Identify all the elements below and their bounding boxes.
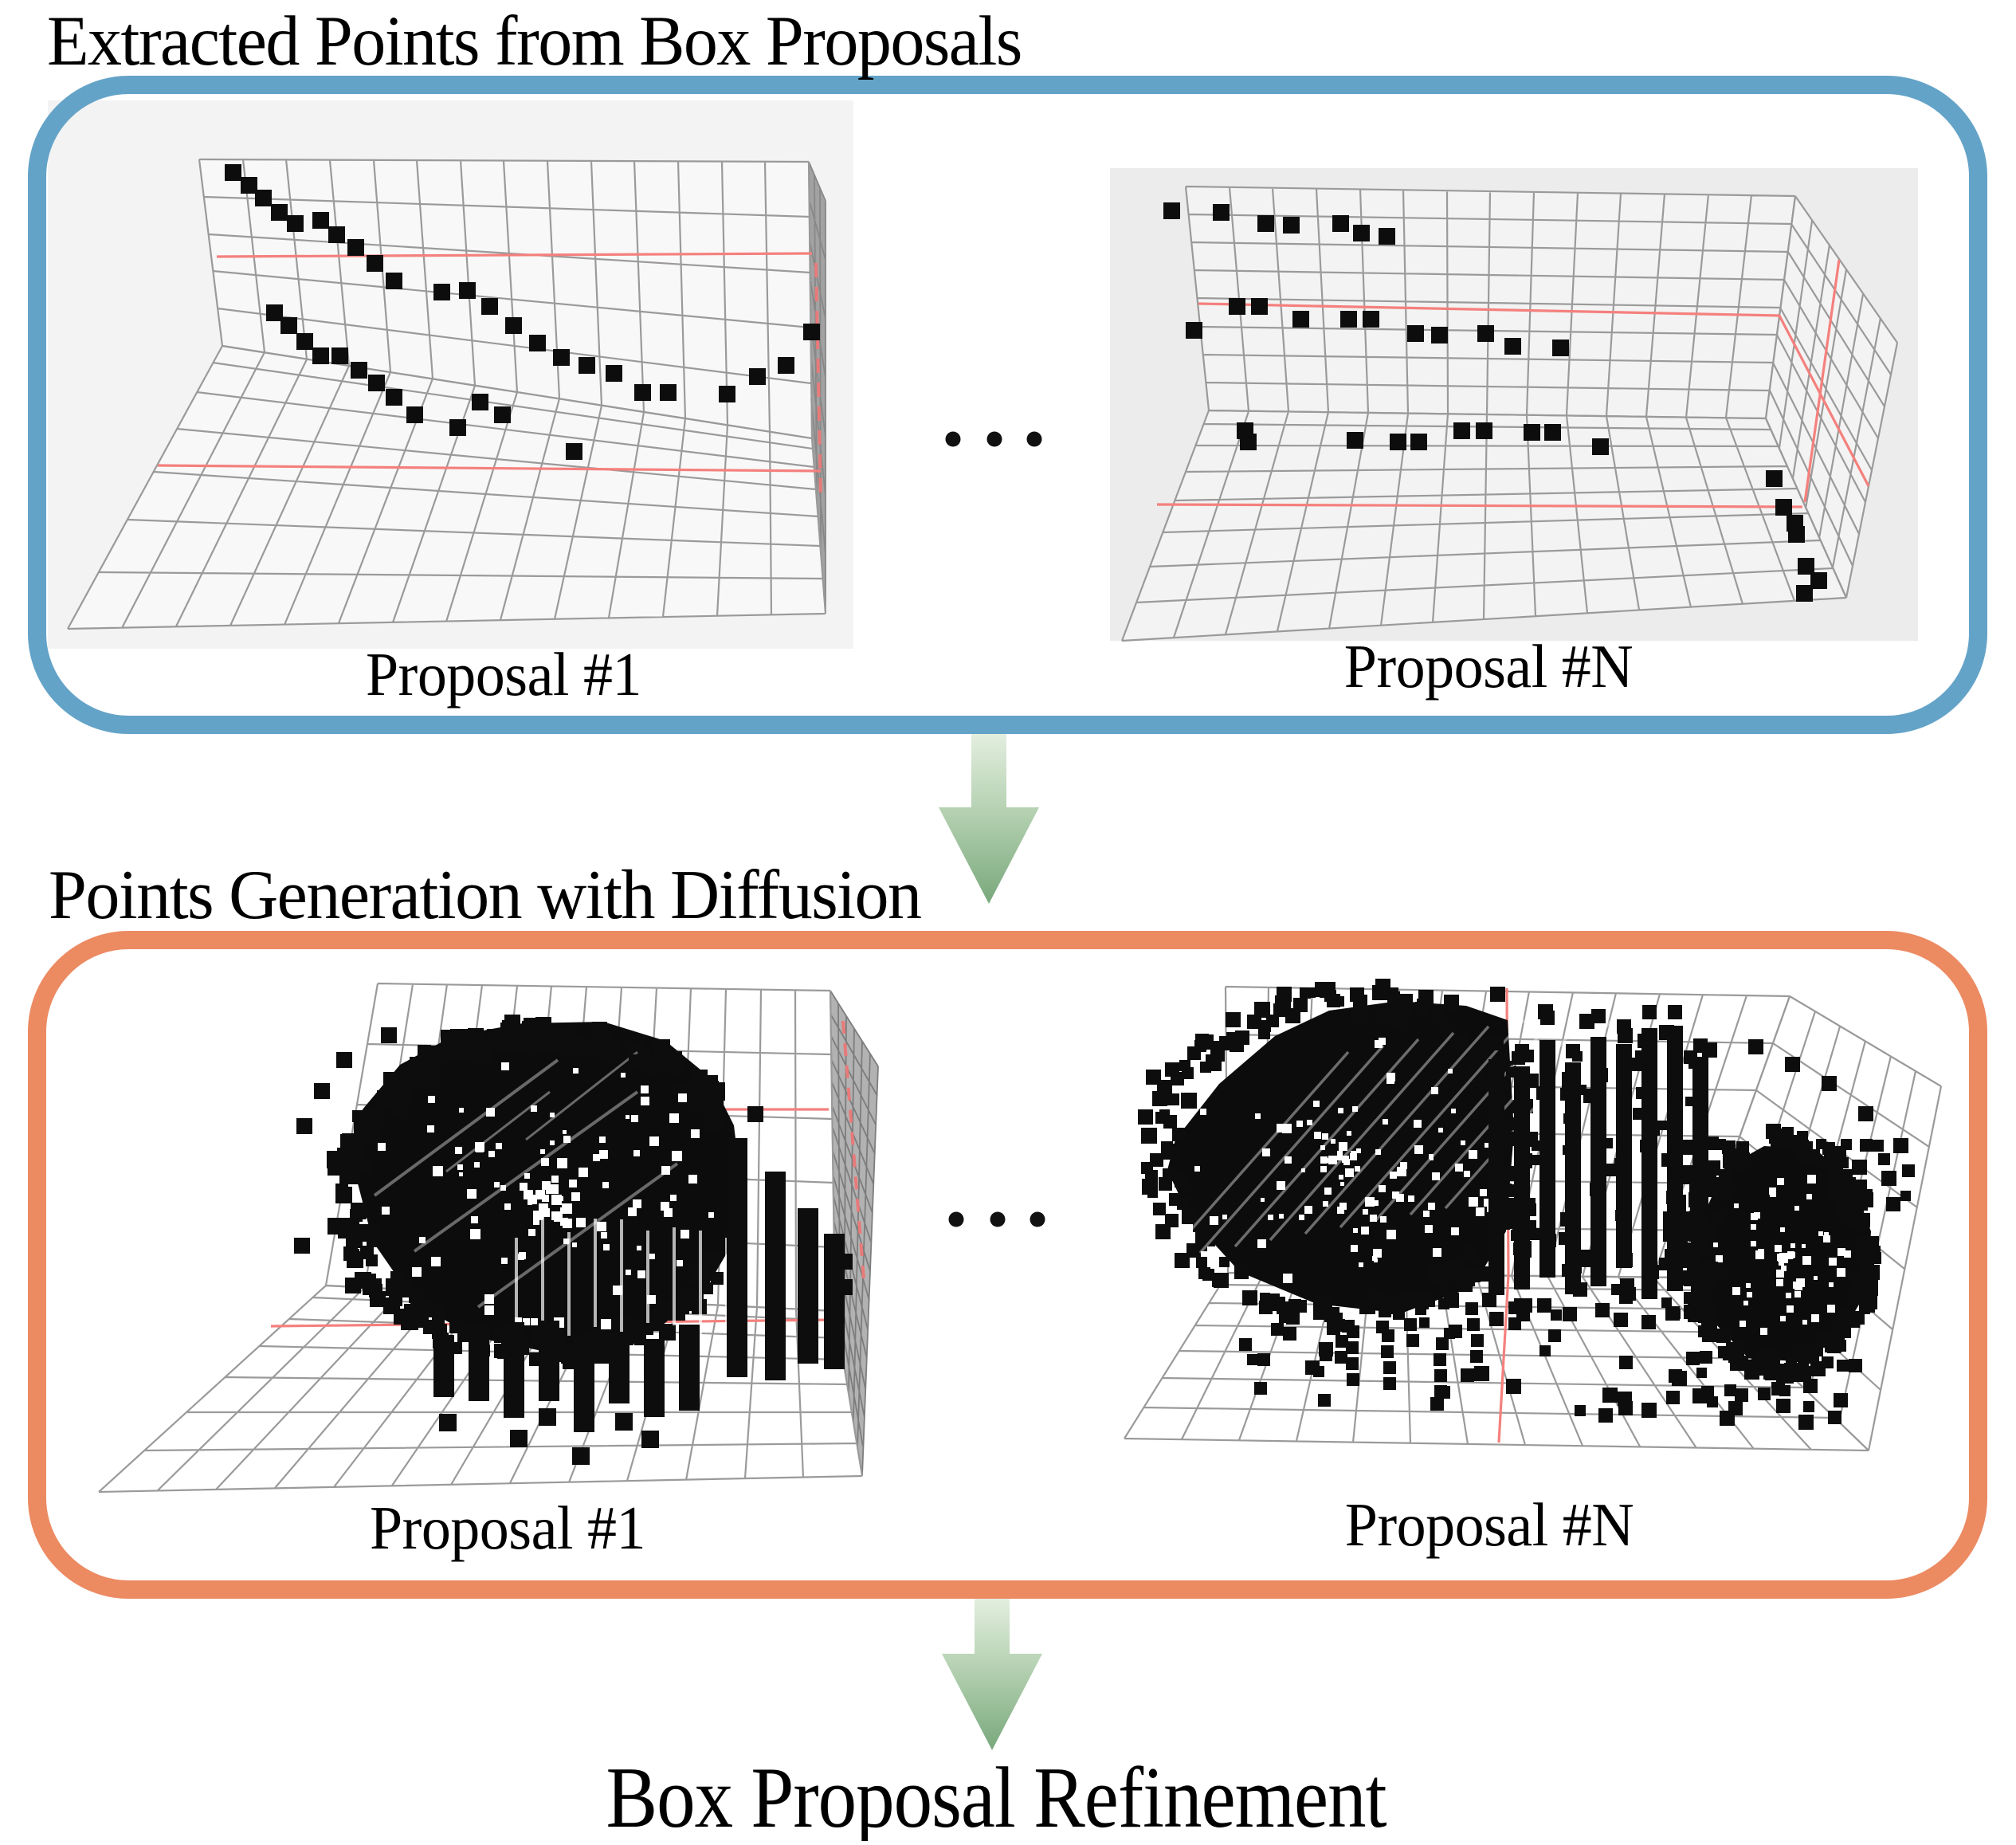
svg-text:Box Proposal Refinement: Box Proposal Refinement bbox=[606, 1750, 1386, 1841]
svg-text:Points Generation with Diffusi: Points Generation with Diffusion bbox=[49, 856, 922, 933]
svg-text:Extracted Points from Box Prop: Extracted Points from Box Proposals bbox=[47, 2, 1022, 80]
svg-text:Proposal #1: Proposal #1 bbox=[366, 642, 641, 709]
svg-text:Proposal #N: Proposal #N bbox=[1344, 634, 1633, 701]
svg-text:Proposal #N: Proposal #N bbox=[1345, 1492, 1634, 1560]
svg-text:Proposal #1: Proposal #1 bbox=[370, 1495, 645, 1563]
